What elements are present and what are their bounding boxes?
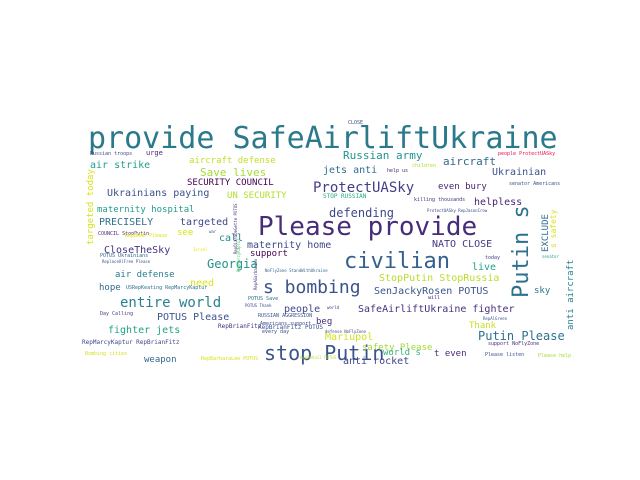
cloud-word: RepDianaDeGette POTUS [233, 203, 238, 254]
cloud-word: hope [99, 283, 121, 293]
cloud-word: Bombing cities [85, 351, 127, 357]
cloud-word: RepBRAD Please [125, 233, 167, 239]
cloud-word: POTUS Thank [245, 303, 272, 308]
cloud-word: help us [387, 168, 408, 174]
cloud-word: air defense [115, 270, 175, 280]
cloud-word: ProtectUASky [313, 180, 414, 196]
cloud-word: world [327, 305, 340, 310]
cloud-word: aircraft [443, 155, 496, 168]
cloud-word: Putin s [509, 205, 534, 298]
cloud-word: Ukrainians paying [107, 188, 209, 199]
cloud-word: people ProtectUASky [498, 151, 555, 157]
cloud-word: RepMarcyKaptur RepBrianFitz [82, 339, 180, 346]
cloud-word: SafeAirliftUkraine fighter [358, 304, 515, 315]
cloud-word: support [250, 249, 288, 259]
cloud-word: StopPutin StopRussia [379, 273, 499, 284]
cloud-word: CLOSE [348, 120, 363, 126]
cloud-word: senator Americans [509, 181, 560, 187]
cloud-word: EXCLUDE [541, 214, 551, 252]
cloud-word: live [472, 262, 496, 273]
cloud-word: safety Please [362, 343, 432, 353]
cloud-word: COUNCIL StopPutin [98, 231, 149, 237]
cloud-word: maternity hospital [97, 205, 195, 215]
cloud-word: civilian [344, 249, 450, 274]
cloud-word: Please provide [258, 212, 477, 242]
cloud-word: RUSSIAN AGGRESSION [258, 313, 312, 319]
cloud-word: war [209, 229, 217, 234]
cloud-word: RepAlGreen [483, 316, 508, 321]
cloud-word: helpless [474, 197, 522, 208]
cloud-word: Save lives [200, 166, 266, 179]
cloud-word: t even [434, 349, 467, 359]
cloud-word: Mariupol [325, 332, 373, 343]
cloud-word: RepBehnil POTUS [300, 355, 337, 360]
cloud-word: PRECISELY [99, 217, 153, 228]
cloud-word: SECURITY COUNCIL [187, 178, 274, 188]
cloud-word: killing thousands [414, 197, 465, 203]
cloud-word: Putin Please [478, 329, 565, 343]
cloud-word: children [412, 163, 436, 169]
cloud-word: RepMarcyKaptur [236, 238, 241, 272]
cloud-word: see [177, 228, 193, 238]
cloud-word: Thank [469, 321, 497, 331]
cloud-word: beg [316, 317, 332, 327]
cloud-word: NATO CLOSE [432, 239, 492, 250]
cloud-word: Please help [538, 353, 571, 359]
cloud-word: Please listen [485, 352, 524, 358]
cloud-word: defense NoFlyZone [325, 329, 367, 334]
cloud-word: Ukrainian [492, 167, 546, 178]
cloud-word: anti aircraft [566, 260, 576, 330]
cloud-word: anti rocket [343, 356, 409, 367]
cloud-word: senator [542, 254, 559, 259]
cloud-word: provide SafeAirliftUkraine [88, 121, 558, 156]
cloud-word: USRepKeating RepMarcyKaptur [126, 285, 207, 291]
cloud-word: fighter jets [108, 325, 180, 336]
cloud-word: s safety [549, 209, 558, 248]
cloud-word: RepBarbaraLee POTUS [201, 356, 258, 362]
cloud-word: ReplaceAlFree Please [102, 259, 151, 264]
cloud-word: stop Putin [264, 341, 384, 365]
cloud-word: RepBrianFitz [218, 323, 262, 330]
cloud-word: RepBrianFitz POTUS [258, 324, 323, 331]
cloud-word: every day [262, 329, 289, 335]
cloud-word: Russian army [343, 149, 423, 162]
cloud-word: NoFlyZone StandWithUkraine [265, 268, 328, 273]
cloud-word: Georgia [207, 257, 258, 271]
cloud-word: call [219, 233, 243, 244]
cloud-word: today [485, 255, 500, 261]
cloud-word: UN SECURITY [227, 191, 287, 201]
cloud-word: ProtectUASky RepJasonCrow [427, 208, 488, 213]
cloud-word: jets anti [323, 165, 377, 176]
cloud-word: targeted [180, 217, 228, 228]
cloud-word: RepAGarbarino [253, 258, 258, 290]
cloud-word: SenJackyRosen POTUS [374, 286, 488, 297]
cloud-word: weapon [144, 355, 177, 365]
cloud-word: maternity home [247, 240, 331, 251]
cloud-word: sky [534, 286, 551, 296]
cloud-word: STOP RUSSIAN [323, 193, 367, 200]
cloud-word: air strike [90, 160, 150, 171]
cloud-word: s bombing [263, 277, 361, 298]
cloud-word: support NoFlyZone [488, 341, 539, 347]
cloud-word: Israel [193, 247, 208, 252]
cloud-word: people [284, 304, 320, 315]
cloud-word: will [428, 295, 440, 301]
cloud-word: world s [383, 348, 421, 358]
cloud-word: Russian troops [90, 151, 132, 157]
cloud-word: aircraft defense [189, 156, 276, 166]
cloud-word: CloseTheSky [104, 245, 170, 256]
cloud-word: Americans support [260, 321, 311, 327]
cloud-word: POTUS Ukrainians [100, 253, 148, 259]
cloud-word: even bury [438, 182, 487, 192]
cloud-word: entire world [120, 295, 221, 311]
cloud-word: targeted today [86, 169, 96, 245]
cloud-word: need [190, 278, 214, 289]
cloud-word: urge [146, 149, 163, 157]
cloud-word: POTUS Please [157, 312, 229, 323]
cloud-word: defending [329, 206, 394, 220]
cloud-word: Day Calling [100, 311, 133, 317]
cloud-word: POTUS Save [248, 296, 278, 302]
